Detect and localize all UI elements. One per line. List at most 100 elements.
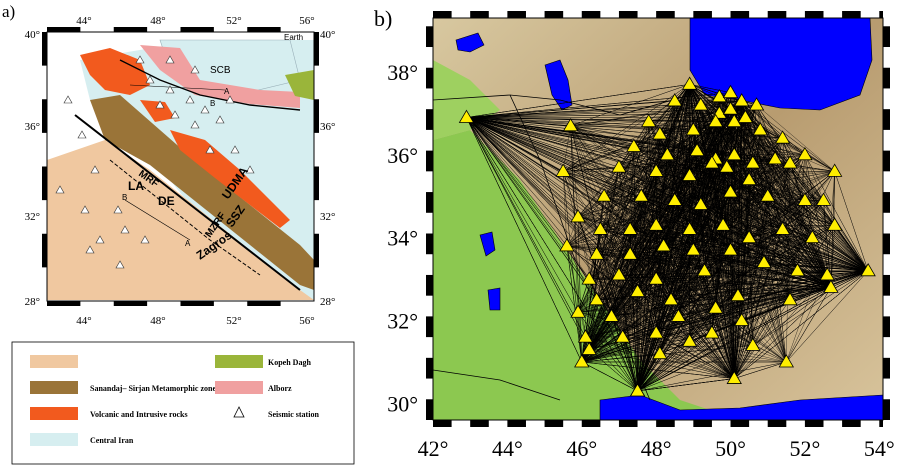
ray-path	[767, 196, 869, 271]
ray-path	[596, 249, 731, 300]
ray-path	[578, 270, 798, 313]
ray-path	[466, 117, 568, 247]
label-b-upper: B	[210, 99, 215, 108]
station-marker	[588, 246, 605, 260]
ray-path	[622, 316, 679, 338]
ray-path	[581, 345, 753, 363]
ray-path	[734, 361, 787, 379]
ray-path	[667, 154, 787, 363]
station-marker	[733, 312, 750, 326]
frame-bar	[883, 109, 890, 130]
ray-path	[763, 225, 835, 263]
ray-path	[715, 307, 753, 346]
ray-path	[804, 154, 813, 238]
frame-bar	[47, 301, 81, 306]
station-marker	[611, 159, 627, 173]
ray-path	[563, 171, 657, 334]
station-marker	[577, 329, 594, 343]
a-top-tick-4: 56°	[299, 15, 314, 27]
y-tick-label: 32°	[387, 309, 418, 334]
label-de: DE	[158, 194, 175, 208]
station-marker	[667, 192, 683, 206]
station-marker	[652, 126, 668, 140]
ray-path	[723, 200, 805, 226]
ray-path	[678, 229, 690, 317]
ray-path	[734, 262, 765, 379]
ray-paths	[466, 84, 869, 392]
ray-path	[715, 299, 791, 309]
a-bottom-tick-1: 44°	[76, 315, 91, 327]
ray-path	[466, 117, 590, 280]
ray-path	[633, 146, 668, 155]
label-earth: Earth	[284, 33, 303, 42]
a-top-tick-3: 52°	[226, 15, 241, 27]
ray-path	[466, 117, 750, 238]
ray-path	[667, 154, 712, 164]
legend-label-ssz: Sanandaj– Sirjan Metamorphic zone	[90, 384, 216, 393]
ray-path	[618, 167, 657, 172]
ray-path	[585, 245, 664, 338]
ray-path	[577, 312, 583, 362]
station-marker	[752, 122, 768, 136]
station-marker	[190, 120, 200, 129]
ray-path	[578, 216, 783, 230]
station-marker	[826, 163, 843, 177]
frame-bar	[879, 11, 883, 18]
frame-bar	[883, 26, 890, 48]
ray-path	[659, 191, 731, 354]
ray-path	[782, 229, 869, 272]
ray-path	[667, 150, 698, 155]
ray-path	[834, 171, 869, 271]
ray-path	[704, 270, 831, 288]
caspian-sea	[689, 18, 873, 111]
ray-path	[674, 100, 735, 155]
station-marker	[681, 333, 698, 347]
ray-path	[749, 171, 835, 180]
frame-bar	[656, 420, 675, 427]
volcanic-nw	[80, 48, 150, 95]
ray-path	[637, 341, 690, 392]
ray-path	[704, 262, 765, 271]
ray-path	[671, 295, 738, 300]
ray-path	[466, 117, 582, 363]
a-bottom-tick-4: 56°	[299, 315, 314, 327]
frame-bar	[426, 192, 433, 213]
ray-path	[618, 274, 738, 296]
ray-path	[611, 316, 690, 342]
station-marker	[804, 229, 821, 244]
ray-path	[603, 196, 631, 230]
ray-path	[604, 175, 690, 197]
ray-path	[589, 200, 805, 280]
frame-bar	[426, 150, 433, 172]
ray-path	[763, 262, 791, 300]
ray-path	[589, 345, 753, 350]
station-marker	[655, 238, 672, 252]
panel-b-label: b)	[374, 6, 392, 31]
ray-path	[585, 270, 869, 338]
ray-path	[577, 200, 824, 313]
ray-path	[670, 270, 798, 300]
frame-bar	[314, 99, 319, 133]
ray-path	[622, 191, 731, 338]
station-marker	[730, 287, 746, 302]
label-b-lower: B	[122, 193, 127, 202]
ray-path	[730, 249, 869, 271]
station-marker	[722, 242, 739, 256]
ray-path	[804, 200, 869, 271]
a-bottom-tick-2: 48°	[150, 315, 165, 327]
frame-bar	[314, 233, 319, 268]
ray-path	[633, 84, 690, 147]
ray-path	[630, 254, 739, 296]
ray-path	[656, 191, 731, 226]
lake-van	[455, 32, 485, 53]
station-marker	[555, 163, 571, 177]
station-marker	[826, 217, 843, 231]
ray-path	[767, 196, 805, 201]
ray-path	[630, 245, 664, 255]
ray-path	[726, 167, 832, 288]
legend-swatch-central-iran	[30, 433, 78, 446]
ray-path	[585, 162, 713, 338]
frame-bar	[883, 399, 890, 420]
ray-path	[659, 96, 720, 135]
frame-bar	[656, 11, 675, 18]
